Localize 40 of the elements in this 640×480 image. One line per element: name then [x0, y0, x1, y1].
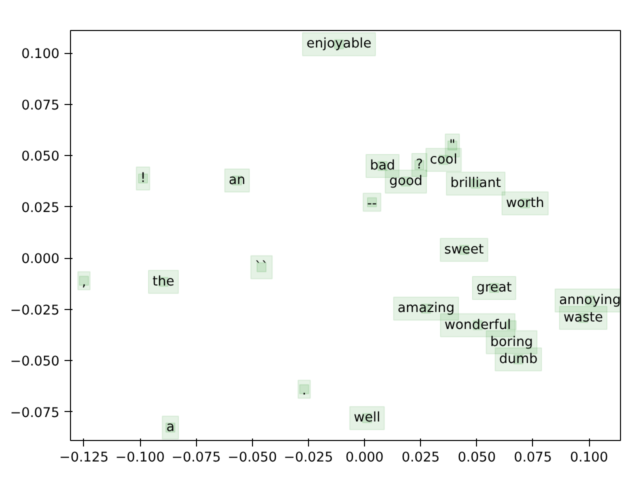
point	[250, 255, 273, 280]
series-label: wonderful	[444, 318, 511, 333]
series-label: annoying	[559, 292, 621, 308]
series-label: brilliant	[450, 176, 501, 192]
y-tick-label: −0.050	[10, 354, 60, 370]
series-label: !	[140, 171, 146, 186]
y-tick-label: 0.100	[21, 47, 60, 62]
y-tick-label: −0.075	[10, 406, 60, 421]
y-tick-label: 0.075	[21, 98, 60, 114]
series-label: ,	[82, 274, 86, 290]
x-tick-label: −0.050	[228, 450, 278, 466]
series-label: --	[367, 196, 377, 212]
series-label: enjoyable	[306, 36, 372, 52]
series-label: boring	[490, 334, 533, 350]
series-label: ?	[416, 157, 423, 172]
series-label: .	[302, 383, 306, 398]
y-tick-label: 0.050	[21, 150, 60, 165]
x-tick-label: 0.075	[514, 450, 552, 466]
y-tick-label: 0.000	[21, 252, 60, 268]
x-tick-label: 0.025	[402, 450, 440, 466]
point	[77, 271, 91, 290]
series-label: amazing	[398, 301, 455, 316]
x-tick-label: 0.050	[458, 450, 496, 466]
series-label: ``	[254, 260, 268, 275]
x-tick-label: −0.125	[59, 450, 109, 466]
x-tick-label: −0.100	[115, 450, 165, 466]
series-label: an	[228, 173, 246, 188]
y-tick-label: −0.025	[10, 303, 60, 318]
x-tick-label: 0.100	[570, 450, 608, 466]
series-label: worth	[506, 196, 544, 211]
series-label: a	[166, 420, 174, 436]
x-tick-label: 0.000	[346, 450, 384, 466]
x-tick-label: −0.075	[172, 450, 221, 466]
x-tick-label: −0.025	[284, 450, 334, 466]
series-label: the	[152, 274, 174, 290]
point	[362, 192, 382, 212]
series-label: waste	[564, 310, 603, 326]
series-label: dumb	[499, 352, 538, 367]
y-tick-label: 0.025	[21, 200, 60, 216]
series-label: sweet	[444, 242, 484, 258]
